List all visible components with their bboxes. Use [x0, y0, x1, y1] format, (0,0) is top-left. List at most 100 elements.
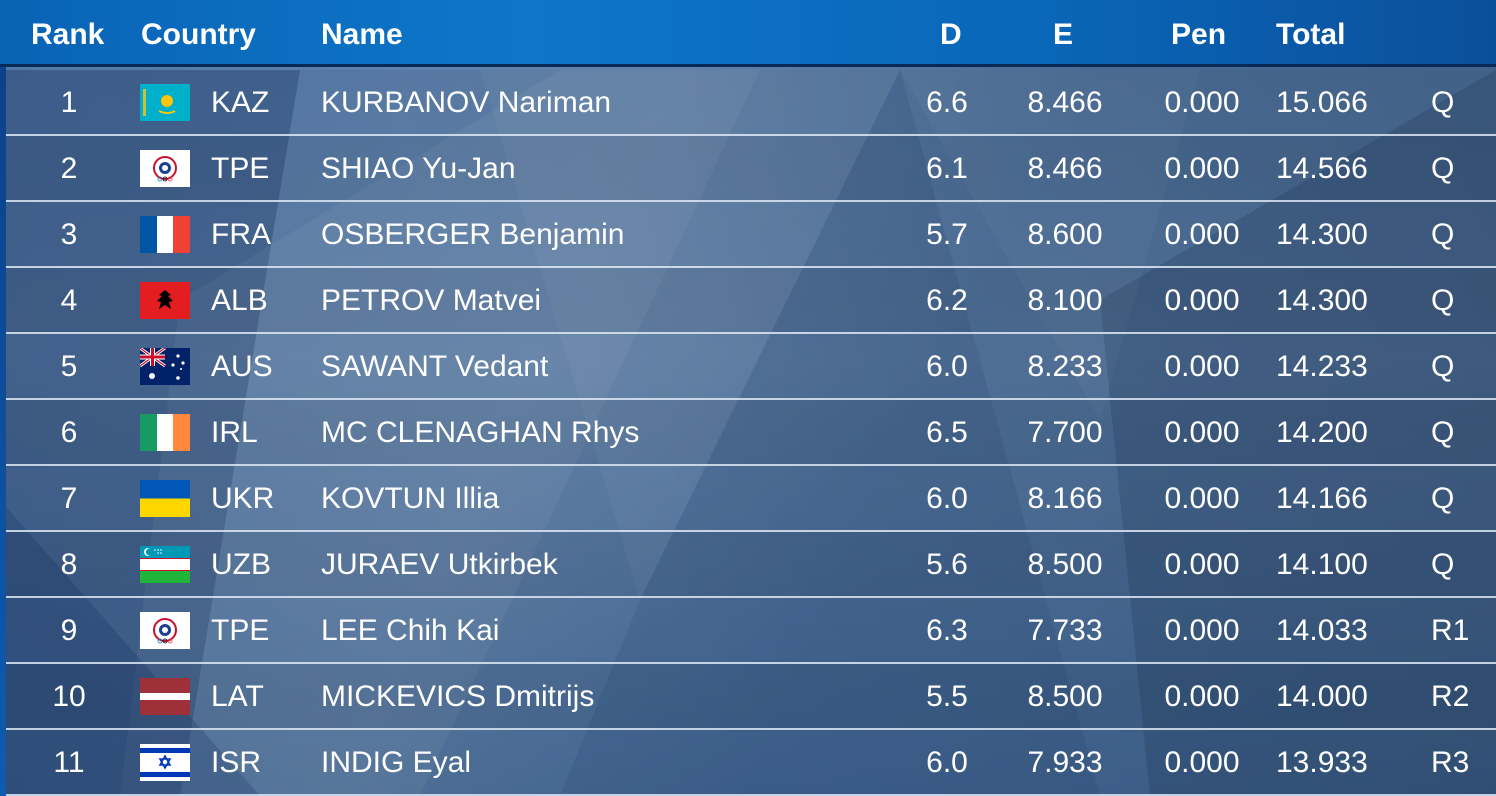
aus-flag-icon — [140, 348, 190, 385]
country-code-cell: AUS — [211, 350, 273, 383]
table-header: Rank Country Name D E Pen Total — [0, 0, 1496, 67]
table-row-1: 1 KAZ KURBANOV Nariman 6.6 8.466 0.000 1… — [6, 70, 1496, 136]
qualification-cell: R3 — [1431, 746, 1470, 779]
rank-cell: 11 — [53, 746, 85, 779]
e-score-cell: 8.600 — [1027, 218, 1103, 251]
athlete-name-cell: KOVTUN Illia — [321, 482, 500, 515]
total-score-cell: 14.100 — [1276, 548, 1368, 581]
penalty-cell: 0.000 — [1164, 614, 1240, 647]
header-e: E — [1053, 18, 1074, 51]
total-score-cell: 14.200 — [1276, 416, 1368, 449]
qualification-cell: Q — [1431, 548, 1455, 581]
rank-cell: 9 — [60, 614, 78, 647]
qualification-cell: Q — [1431, 350, 1455, 383]
d-score-cell: 6.1 — [926, 152, 968, 185]
qualification-cell: Q — [1431, 482, 1455, 515]
total-score-cell: 13.933 — [1276, 746, 1368, 779]
qualification-cell: Q — [1431, 218, 1455, 251]
e-score-cell: 8.500 — [1027, 680, 1103, 713]
athlete-name-cell: MC CLENAGHAN Rhys — [321, 416, 640, 449]
header-rank: Rank — [31, 18, 105, 51]
d-score-cell: 5.5 — [926, 680, 968, 713]
irl-flag-icon — [140, 414, 190, 451]
country-code-cell: TPE — [211, 152, 270, 185]
table-row-8: 8 UZB JURAEV Utkirbek 5.6 8.500 0.000 14… — [6, 532, 1496, 598]
d-score-cell: 6.0 — [926, 482, 968, 515]
kaz-flag-icon — [140, 84, 190, 121]
penalty-cell: 0.000 — [1164, 746, 1240, 779]
table-row-10: 10 LAT MICKEVICS Dmitrijs 5.5 8.500 0.00… — [6, 664, 1496, 730]
penalty-cell: 0.000 — [1164, 284, 1240, 317]
e-score-cell: 8.466 — [1027, 152, 1103, 185]
total-score-cell: 14.233 — [1276, 350, 1368, 383]
country-code-cell: TPE — [211, 614, 270, 647]
total-score-cell: 14.300 — [1276, 284, 1368, 317]
header-pen: Pen — [1171, 18, 1227, 51]
table-row-11: 11 ISR INDIG Eyal 6.0 7.933 0.000 13.933… — [6, 730, 1496, 796]
alb-flag-icon — [140, 282, 190, 319]
rank-cell: 5 — [60, 350, 78, 383]
athlete-name-cell: JURAEV Utkirbek — [321, 548, 558, 581]
table-row-2: 2 TPE SHIAO Yu-Jan 6.1 8.466 0.000 14.56… — [6, 136, 1496, 202]
table-row-6: 6 IRL MC CLENAGHAN Rhys 6.5 7.700 0.000 … — [6, 400, 1496, 466]
total-score-cell: 14.166 — [1276, 482, 1368, 515]
country-code-cell: KAZ — [211, 86, 270, 119]
qualification-cell: R2 — [1431, 680, 1470, 713]
country-code-cell: UZB — [211, 548, 271, 581]
athlete-name-cell: MICKEVICS Dmitrijs — [321, 680, 595, 713]
header-total: Total — [1276, 18, 1346, 51]
d-score-cell: 5.6 — [926, 548, 968, 581]
athlete-name-cell: KURBANOV Nariman — [321, 86, 612, 119]
country-code-cell: ALB — [211, 284, 268, 317]
total-score-cell: 14.000 — [1276, 680, 1368, 713]
e-score-cell: 7.733 — [1027, 614, 1103, 647]
penalty-cell: 0.000 — [1164, 548, 1240, 581]
country-code-cell: LAT — [211, 680, 264, 713]
country-code-cell: UKR — [211, 482, 275, 515]
e-score-cell: 8.166 — [1027, 482, 1103, 515]
d-score-cell: 6.3 — [926, 614, 968, 647]
penalty-cell: 0.000 — [1164, 416, 1240, 449]
penalty-cell: 0.000 — [1164, 680, 1240, 713]
left-edge-stripe — [0, 0, 6, 796]
uzb-flag-icon — [140, 546, 190, 583]
penalty-cell: 0.000 — [1164, 218, 1240, 251]
athlete-name-cell: LEE Chih Kai — [321, 614, 500, 647]
d-score-cell: 6.6 — [926, 86, 968, 119]
total-score-cell: 15.066 — [1276, 86, 1368, 119]
e-score-cell: 7.933 — [1027, 746, 1103, 779]
country-code-cell: FRA — [211, 218, 271, 251]
isr-flag-icon — [140, 744, 190, 781]
d-score-cell: 6.0 — [926, 746, 968, 779]
total-score-cell: 14.033 — [1276, 614, 1368, 647]
rank-cell: 1 — [60, 86, 78, 119]
rank-cell: 4 — [60, 284, 78, 317]
tpe-flag-icon — [140, 612, 190, 649]
header-country: Country — [141, 18, 256, 51]
penalty-cell: 0.000 — [1164, 482, 1240, 515]
athlete-name-cell: SHIAO Yu-Jan — [321, 152, 516, 185]
table-row-5: 5 AUS SAWANT Vedant 6.0 8.233 0.000 14.2… — [6, 334, 1496, 400]
rank-cell: 3 — [60, 218, 78, 251]
penalty-cell: 0.000 — [1164, 350, 1240, 383]
athlete-name-cell: PETROV Matvei — [321, 284, 542, 317]
table-row-9: 9 TPE LEE Chih Kai 6.3 7.733 0.000 14.03… — [6, 598, 1496, 664]
rank-cell: 7 — [60, 482, 78, 515]
country-code-cell: ISR — [211, 746, 262, 779]
e-score-cell: 8.100 — [1027, 284, 1103, 317]
qualification-cell: Q — [1431, 284, 1455, 317]
total-score-cell: 14.566 — [1276, 152, 1368, 185]
d-score-cell: 6.2 — [926, 284, 968, 317]
results-table-body: 1 KAZ KURBANOV Nariman 6.6 8.466 0.000 1… — [6, 70, 1496, 796]
table-row-7: 7 UKR KOVTUN Illia 6.0 8.166 0.000 14.16… — [6, 466, 1496, 532]
e-score-cell: 8.500 — [1027, 548, 1103, 581]
e-score-cell: 8.466 — [1027, 86, 1103, 119]
athlete-name-cell: SAWANT Vedant — [321, 350, 549, 383]
d-score-cell: 6.0 — [926, 350, 968, 383]
lat-flag-icon — [140, 678, 190, 715]
d-score-cell: 6.5 — [926, 416, 968, 449]
table-row-4: 4 ALB PETROV Matvei 6.2 8.100 0.000 14.3… — [6, 268, 1496, 334]
tpe-flag-icon — [140, 150, 190, 187]
penalty-cell: 0.000 — [1164, 152, 1240, 185]
